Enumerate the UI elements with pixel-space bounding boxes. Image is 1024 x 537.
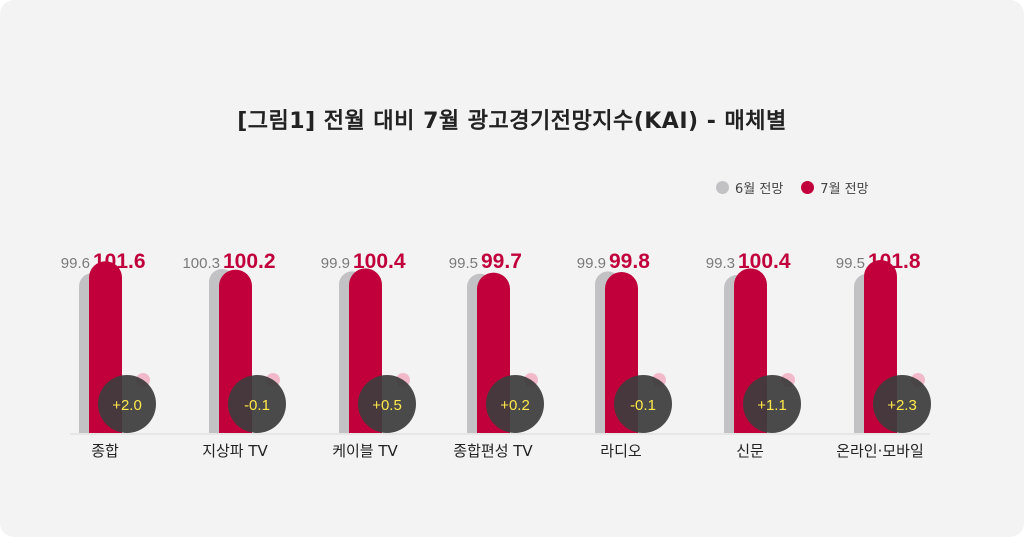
value-label-june: 99.9 — [577, 255, 606, 272]
change-badge — [873, 375, 931, 433]
value-label-june: 99.3 — [706, 255, 735, 272]
change-badge — [228, 375, 286, 433]
legend-item-july: 7월 전망 — [801, 178, 869, 197]
change-label: +2.0 — [112, 397, 142, 414]
legend-swatch-june — [716, 180, 729, 194]
value-label-june: 100.3 — [182, 255, 220, 272]
value-label-june: 99.9 — [321, 255, 350, 272]
value-label-july: 101.8 — [868, 250, 921, 273]
category-label: 종합편성 TV — [453, 442, 533, 460]
category-label: 지상파 TV — [202, 442, 268, 460]
category-label: 종합 — [91, 442, 119, 460]
legend: 6월 전망 7월 전망 — [716, 176, 887, 198]
chart-title: [그림1] 전월 대비 7월 광고경기전망지수(KAI) - 매체별 — [237, 109, 787, 134]
change-label: -0.1 — [630, 397, 656, 414]
value-label-july: 100.2 — [223, 250, 276, 273]
change-badge — [743, 375, 801, 433]
change-badge — [98, 375, 156, 433]
category-label: 신문 — [736, 442, 764, 460]
change-badge — [358, 375, 416, 433]
value-label-july: 99.7 — [481, 250, 522, 273]
legend-item-june: 6월 전망 — [716, 178, 783, 197]
value-label-july: 100.4 — [353, 250, 406, 273]
change-badge — [486, 375, 544, 433]
change-label: -0.1 — [244, 397, 270, 414]
change-badge — [614, 375, 672, 433]
value-label-july: 99.8 — [609, 250, 650, 273]
change-label: +0.2 — [500, 397, 530, 414]
category-label: 라디오 — [600, 442, 642, 460]
legend-swatch-july — [801, 180, 815, 194]
value-label-june: 99.5 — [836, 255, 865, 272]
value-label-june: 99.5 — [449, 255, 478, 272]
category-label: 온라인·모바일 — [836, 442, 924, 460]
category-label: 케이블 TV — [332, 442, 398, 460]
change-label: +0.5 — [372, 397, 402, 414]
change-label: +2.3 — [887, 397, 917, 414]
legend-label-june: 6월 전망 — [735, 181, 784, 197]
legend-label-july: 7월 전망 — [820, 181, 869, 197]
value-label-june: 99.6 — [61, 255, 90, 272]
value-label-july: 100.4 — [738, 250, 791, 273]
value-label-july: 101.6 — [93, 250, 146, 273]
change-label: +1.1 — [757, 397, 787, 414]
